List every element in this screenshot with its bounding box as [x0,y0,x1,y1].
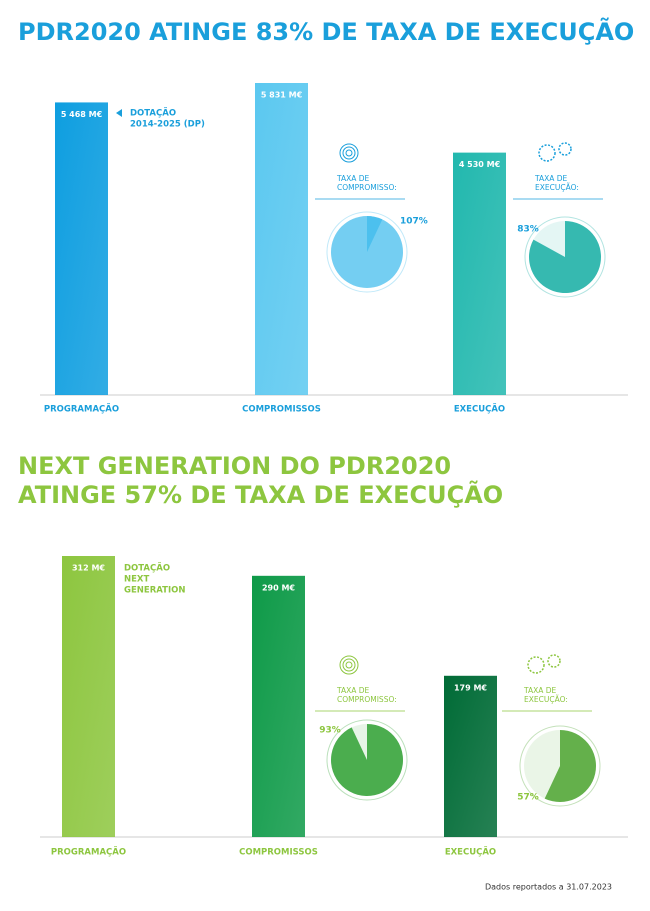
value-label: 290 M€ [262,583,295,592]
pointer-arrow [116,109,122,117]
gear-icon [558,142,572,156]
footer: Dados reportados a 31.07.2023 [485,883,612,892]
value-label: 4 530 M€ [459,160,501,169]
target-icon [342,146,356,160]
gear-icon [538,144,556,162]
target-icon [342,658,356,672]
target-icon [345,661,353,669]
bar [252,575,305,837]
annotation: GENERATION [124,586,185,596]
category-label: COMPROMISSOS [239,848,318,858]
pie-ring [519,725,601,807]
rate-label: TAXA DE [534,174,568,183]
pie-slice [544,730,596,803]
annotation: DOTAÇÃO [130,108,176,119]
category-label: COMPROMISSOS [242,405,321,415]
chart-title: NEXT GENERATION DO PDR2020 [18,452,451,480]
pie-ring [326,719,408,801]
annotation: NEXT [124,575,149,585]
chart-title: ATINGE 57% DE TAXA DE EXECUÇÃO [18,480,503,509]
target-icon [345,149,353,157]
annotation: DOTAÇÃO [124,563,170,574]
value-label: 5 831 M€ [261,91,303,100]
rate-value: 57% [517,793,539,803]
bar [255,83,308,395]
category-label: EXECUÇÃO [445,847,496,858]
category-label: EXECUÇÃO [454,404,505,415]
target-icon [339,655,359,675]
rate-label: TAXA DE [336,174,370,183]
bar [62,556,115,837]
rate-label: EXECUÇÃO: [535,183,579,192]
gear-icon [547,654,561,668]
pie-ring [326,211,408,293]
value-label: 179 M€ [454,683,487,692]
rate-label: TAXA DE [523,686,557,695]
chart-title: PDR2020 ATINGE 83% DE TAXA DE EXECUÇÃO [18,17,634,46]
annotation: 2014-2025 (DP) [130,120,205,130]
rate-label: TAXA DE [336,686,370,695]
rate-value: 107% [400,217,428,227]
rate-value: 93% [319,726,341,736]
rate-label: COMPROMISSO: [337,183,397,192]
target-icon [339,143,359,163]
pie-slice [331,724,403,796]
pie-ring [524,216,606,298]
value-label: 312 M€ [72,564,105,573]
pie-slice [528,221,601,293]
rate-label: EXECUÇÃO: [524,695,568,704]
rate-value: 83% [517,225,539,235]
bar [453,152,506,395]
category-label: PROGRAMAÇÃO [51,847,126,858]
bar [444,675,497,837]
bar [55,102,108,395]
value-label: 5 468 M€ [61,110,103,119]
category-label: PROGRAMAÇÃO [44,404,119,415]
pie-slice [367,216,383,252]
gear-icon [527,656,545,674]
rate-label: COMPROMISSO: [337,695,397,704]
